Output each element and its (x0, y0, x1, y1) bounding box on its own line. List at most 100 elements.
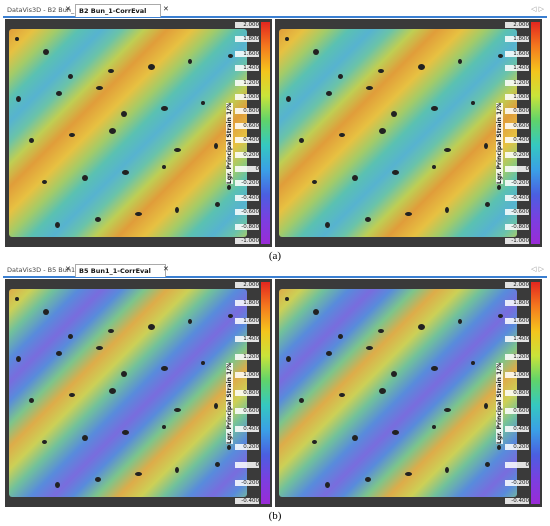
speckle (161, 106, 168, 111)
speckle (16, 96, 21, 102)
colorbar-label: 0.400 (235, 426, 259, 432)
speckle (227, 185, 231, 190)
speckle (431, 366, 438, 371)
speckle (391, 111, 397, 117)
speckle (29, 398, 34, 403)
speckle (188, 59, 192, 64)
speckle (82, 175, 88, 181)
speckle (405, 472, 412, 476)
colorbar-label: 0.400 (505, 426, 529, 432)
speckle (313, 309, 319, 315)
speckle (56, 351, 62, 356)
tab-title[interactable]: DataVis3D - B2 Bun_1 (7, 6, 79, 14)
tab-arrows[interactable]: ◁ ▷ (531, 265, 544, 273)
colorbar-label: 2.000 (235, 22, 259, 28)
speckle (228, 314, 233, 318)
colorbar-label: -0.400 (505, 498, 529, 504)
speckle (69, 393, 75, 397)
colorbar-label: -1.000 (505, 238, 529, 244)
colorbar-label: -0.800 (505, 223, 529, 230)
speckle (161, 366, 168, 371)
speckle (162, 425, 166, 429)
colorbar-title: Lgr. Principal Strain 1/% (496, 102, 503, 184)
speckle (96, 346, 103, 350)
active-tab[interactable]: B5 Bun1_1-CorrEval (75, 264, 166, 277)
colorbar-label: 0.200 (235, 151, 259, 158)
speckle (162, 165, 166, 169)
speckle (122, 170, 129, 175)
speckle (68, 74, 73, 79)
colorbar-label: 1.800 (235, 36, 259, 43)
colorbar-title: Lgr. Principal Strain 1/% (226, 102, 233, 184)
speckle (109, 128, 116, 134)
close-icon[interactable]: ✕ (163, 5, 169, 13)
colorbar-title: Lgr. Principal Strain 1/% (496, 362, 503, 444)
speckle (392, 170, 399, 175)
speckle (69, 133, 75, 137)
colorbar-label: 1.600 (505, 318, 529, 324)
speckle (56, 91, 62, 96)
speckle (95, 477, 101, 482)
speckle (432, 425, 436, 429)
strain-map (279, 289, 517, 497)
strain-view: 2.000 1.800 1.600 1.400 1.200 1.000 0.800 0.600… (275, 279, 542, 507)
speckle (43, 309, 49, 315)
colorbar-label: 1.000 (505, 372, 529, 378)
speckle (285, 297, 289, 301)
speckle (352, 175, 358, 181)
speckle (16, 356, 21, 362)
speckle (339, 393, 345, 397)
speckle (122, 430, 129, 435)
colorbar-label: 1.200 (235, 79, 259, 86)
speckle (175, 467, 179, 473)
caption: (a) (268, 250, 282, 262)
speckle (43, 49, 49, 55)
tab-title[interactable]: DataVis3D - B5 Bun1_1 (7, 266, 83, 274)
colorbar-label: 1.400 (235, 65, 259, 72)
speckle (42, 440, 47, 444)
speckle (498, 314, 503, 318)
speckle (458, 319, 462, 324)
colorbar-label: -1.000 (235, 238, 259, 244)
colorbar-label: 1.400 (505, 65, 529, 72)
speckle (326, 351, 332, 356)
colorbar-label: 1.400 (235, 336, 259, 342)
close-icon[interactable]: ✕ (65, 265, 71, 273)
speckle (431, 106, 438, 111)
speckle (15, 297, 19, 301)
speckle (109, 388, 116, 394)
active-tab[interactable]: B2 Bun_1-CorrEval (75, 4, 162, 17)
speckle (497, 445, 501, 450)
speckle (55, 222, 60, 228)
colorbar-label: 1.800 (505, 300, 529, 306)
speckle (188, 319, 192, 324)
colorbar-label: 1.400 (505, 336, 529, 342)
speckle (299, 138, 304, 143)
speckle (215, 462, 220, 467)
strain-map (279, 29, 517, 237)
speckle (365, 217, 371, 222)
tab-arrows[interactable]: ◁ ▷ (531, 5, 544, 13)
speckle (325, 482, 330, 488)
close-icon[interactable]: ✕ (163, 265, 169, 273)
colorbar-label: 0 (235, 166, 259, 172)
colorbar-label: 1.600 (505, 50, 529, 57)
colorbar-label: -0.400 (235, 498, 259, 504)
speckle (174, 148, 181, 152)
colorbar-label: 2.000 (505, 282, 529, 288)
colorbar-label: 2.000 (505, 22, 529, 28)
close-icon[interactable]: ✕ (65, 5, 71, 13)
colorbar-label: -0.800 (235, 223, 259, 230)
colorbar-label: 0 (505, 166, 529, 172)
colorbar-label: 0.600 (505, 122, 529, 129)
colorbar-label: 1.200 (505, 79, 529, 86)
speckle (214, 403, 218, 409)
speckle (312, 440, 317, 444)
speckle (29, 138, 34, 143)
colorbar (531, 22, 540, 244)
speckle (365, 477, 371, 482)
colorbar-label: -0.200 (505, 180, 529, 187)
speckle (121, 111, 127, 117)
colorbar-label: -0.200 (235, 480, 259, 486)
speckle (339, 133, 345, 137)
